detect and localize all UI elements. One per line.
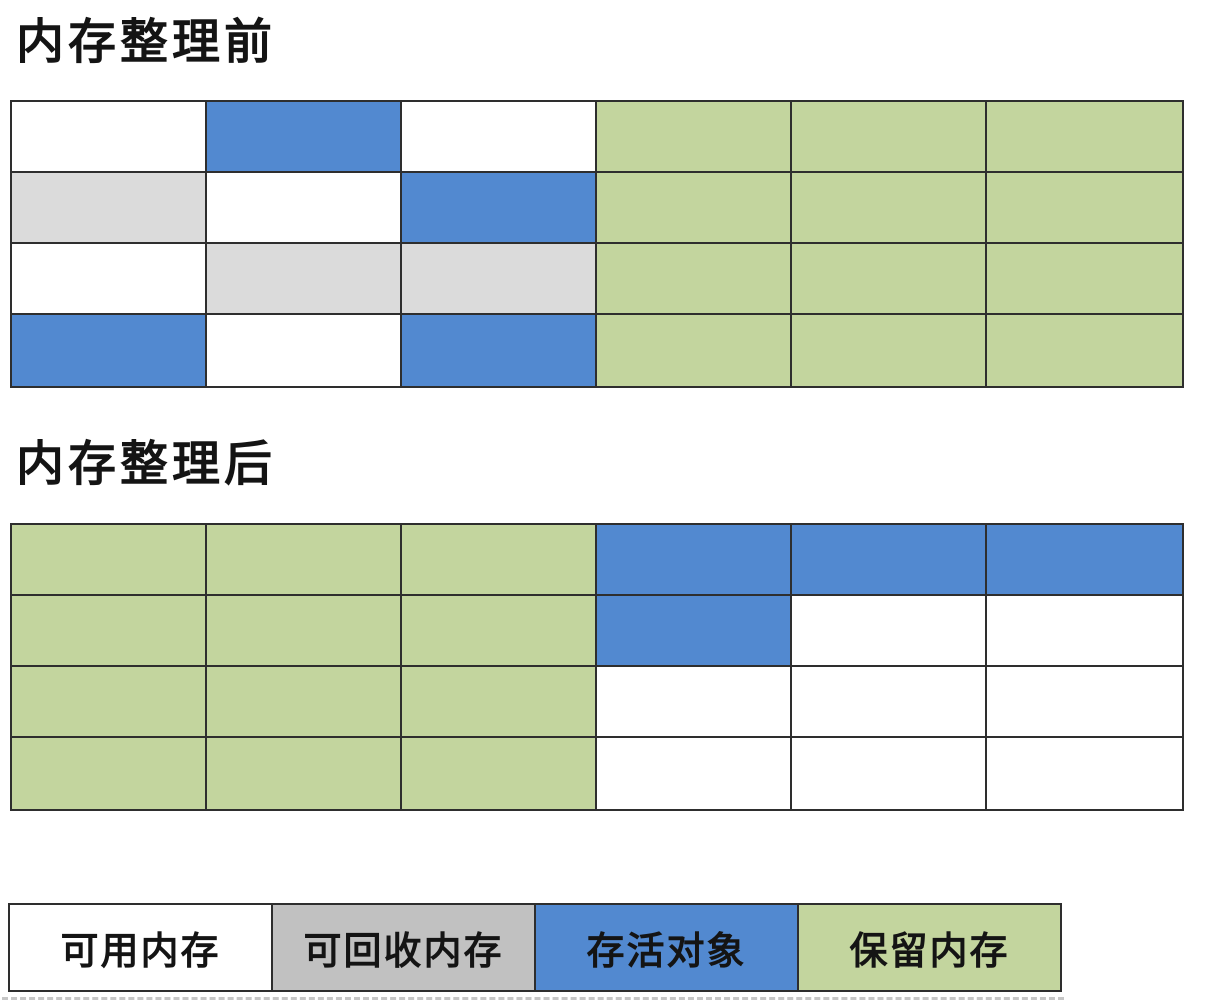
memory-cell-available bbox=[597, 667, 792, 738]
legend-item-reclaimable: 可回收内存 bbox=[273, 905, 536, 990]
memory-cell-live bbox=[792, 525, 987, 596]
memory-cell-reserved bbox=[792, 244, 987, 315]
memory-cell-available bbox=[987, 738, 1182, 809]
memory-cell-live bbox=[207, 102, 402, 173]
memory-cell-reserved bbox=[597, 102, 792, 173]
memory-cell-reserved bbox=[207, 596, 402, 667]
legend-item-reserved: 保留内存 bbox=[799, 905, 1060, 990]
legend-item-label: 存活对象 bbox=[586, 928, 747, 973]
memory-cell-reserved bbox=[12, 738, 207, 809]
memory-cell-available bbox=[402, 102, 597, 173]
memory-cell-reserved bbox=[987, 173, 1182, 244]
memory-cell-reclaimable bbox=[12, 173, 207, 244]
memory-cell-reserved bbox=[987, 315, 1182, 386]
grid-before-compaction bbox=[10, 100, 1184, 388]
memory-cell-live bbox=[987, 525, 1182, 596]
memory-cell-live bbox=[402, 315, 597, 386]
memory-cell-available bbox=[792, 596, 987, 667]
memory-cell-available bbox=[987, 667, 1182, 738]
legend-item-label: 可回收内存 bbox=[303, 928, 504, 973]
memory-cell-reclaimable bbox=[207, 244, 402, 315]
memory-cell-reserved bbox=[402, 738, 597, 809]
memory-cell-live bbox=[597, 525, 792, 596]
memory-cell-reserved bbox=[207, 738, 402, 809]
memory-cell-available bbox=[987, 596, 1182, 667]
memory-cell-live bbox=[12, 315, 207, 386]
memory-cell-reserved bbox=[597, 244, 792, 315]
legend-item-available: 可用内存 bbox=[10, 905, 273, 990]
memory-cell-reserved bbox=[12, 525, 207, 596]
legend-item-label: 可用内存 bbox=[60, 928, 221, 973]
bottom-dashed-line bbox=[2, 997, 1064, 1000]
memory-cell-reserved bbox=[402, 667, 597, 738]
title-after-compaction: 内存整理后 bbox=[16, 436, 277, 492]
memory-cell-reserved bbox=[207, 667, 402, 738]
memory-cell-live bbox=[402, 173, 597, 244]
memory-cell-reserved bbox=[597, 173, 792, 244]
memory-cell-reserved bbox=[12, 596, 207, 667]
memory-cell-reserved bbox=[987, 102, 1182, 173]
memory-cell-available bbox=[597, 738, 792, 809]
memory-cell-available bbox=[207, 315, 402, 386]
grid-after-compaction bbox=[10, 523, 1184, 811]
legend-item-live: 存活对象 bbox=[536, 905, 799, 990]
memory-cell-available bbox=[792, 738, 987, 809]
memory-cell-available bbox=[12, 102, 207, 173]
memory-cell-available bbox=[12, 244, 207, 315]
memory-cell-reserved bbox=[12, 667, 207, 738]
memory-cell-reserved bbox=[792, 173, 987, 244]
title-before-compaction: 内存整理前 bbox=[16, 14, 277, 70]
memory-cell-reserved bbox=[597, 315, 792, 386]
memory-cell-reserved bbox=[207, 525, 402, 596]
memory-cell-reserved bbox=[987, 244, 1182, 315]
memory-cell-live bbox=[597, 596, 792, 667]
memory-cell-reserved bbox=[402, 596, 597, 667]
memory-cell-available bbox=[207, 173, 402, 244]
legend-item-label: 保留内存 bbox=[849, 928, 1010, 973]
memory-cell-available bbox=[792, 667, 987, 738]
legend: 可用内存 可回收内存 存活对象 保留内存 bbox=[8, 903, 1062, 992]
memory-cell-reclaimable bbox=[402, 244, 597, 315]
memory-cell-reserved bbox=[792, 315, 987, 386]
memory-cell-reserved bbox=[792, 102, 987, 173]
memory-cell-reserved bbox=[402, 525, 597, 596]
